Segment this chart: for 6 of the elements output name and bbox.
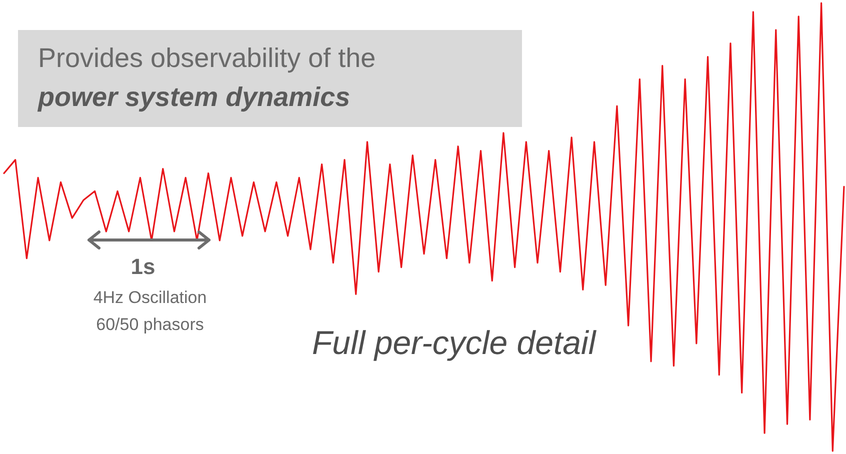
annotation: 4Hz Oscillation — [93, 288, 207, 308]
text: Provides observability of the — [38, 43, 376, 74]
annotation: 60/50 phasors — [96, 315, 204, 335]
annotation: Full per-cycle detail — [312, 324, 596, 362]
annotation: 1s — [130, 254, 156, 280]
text: power system dynamics — [38, 82, 350, 113]
